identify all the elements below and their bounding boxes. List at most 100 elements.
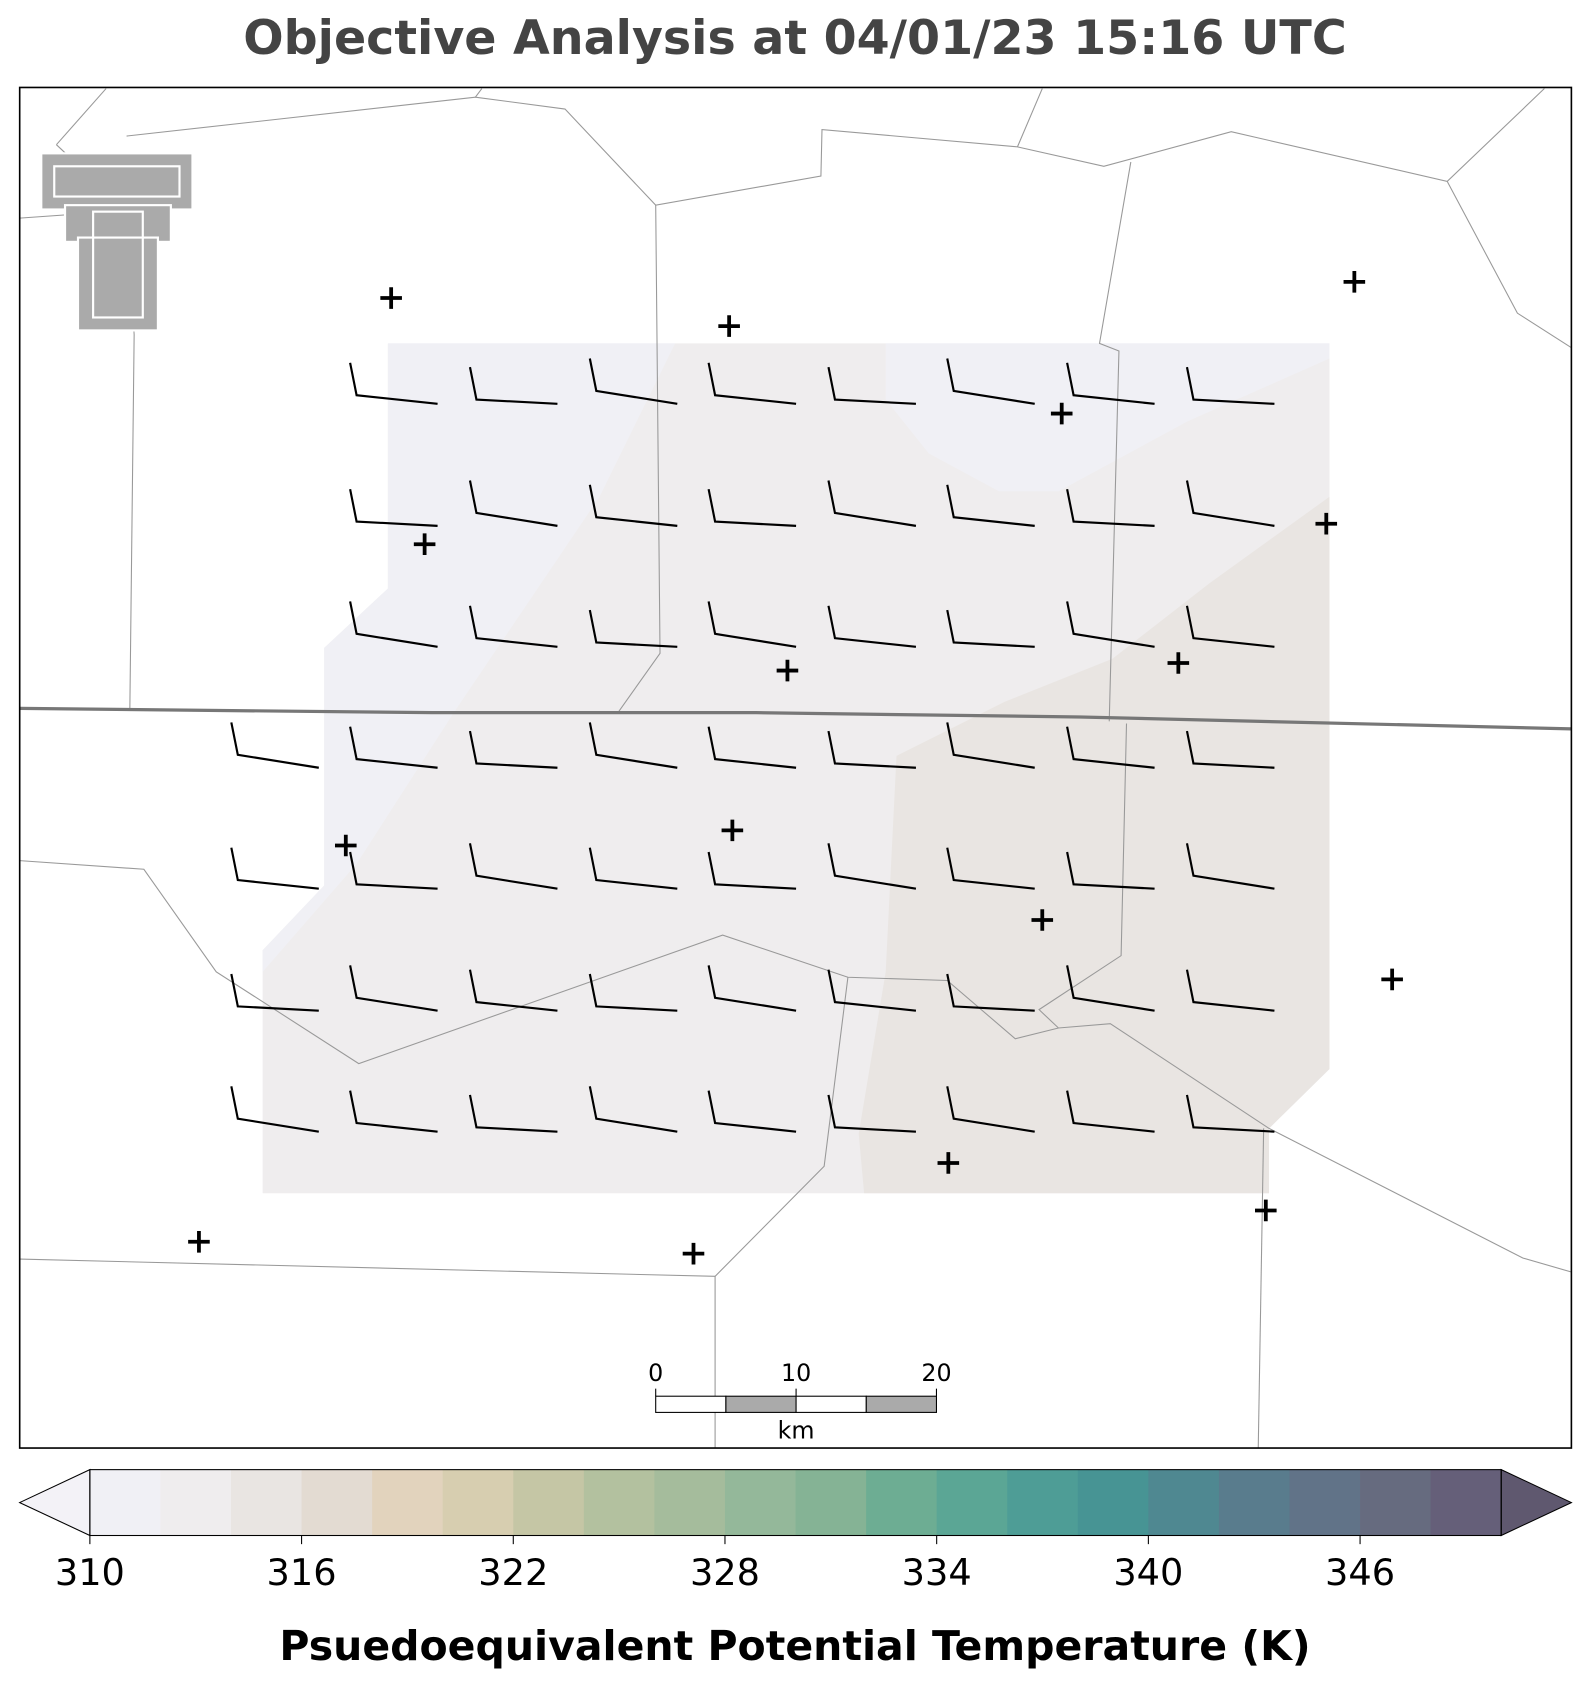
colorbar-extend <box>1500 1468 1573 1537</box>
wind-barb <box>468 605 558 648</box>
station-marker <box>718 315 740 337</box>
colorbar-extend <box>18 1468 91 1537</box>
wind-barb <box>707 362 797 405</box>
county-line <box>19 860 1059 1065</box>
colorbar-box <box>513 1469 585 1536</box>
station-marker <box>1315 512 1338 535</box>
wind-barb <box>468 969 558 1012</box>
colorbar-box <box>1218 1469 1291 1536</box>
county-line <box>1257 1128 1265 1449</box>
station-marker <box>1167 652 1190 674</box>
station-marker <box>380 287 402 309</box>
colorbar-tick-label: 322 <box>478 1551 548 1594</box>
station-marker <box>1050 402 1073 425</box>
scale-unit: km <box>778 1416 815 1444</box>
wind-barb <box>707 1090 797 1133</box>
wind-barb <box>1185 605 1275 648</box>
colorbar-box <box>724 1469 797 1536</box>
wind-barb <box>349 362 438 405</box>
wind-barb <box>588 1086 678 1133</box>
wind-barb <box>1066 601 1155 648</box>
scale-label: 10 <box>781 1359 811 1387</box>
wind-barb <box>1185 480 1275 527</box>
wind-barb <box>827 1094 916 1133</box>
colorbar-box <box>1148 1469 1220 1536</box>
station-marker <box>776 659 799 682</box>
wind-barb <box>588 973 678 1012</box>
wind-barb <box>707 601 797 648</box>
colorbar-box <box>1007 1469 1079 1536</box>
wind-barbs <box>230 358 1275 1133</box>
wind-barb <box>946 484 1035 527</box>
wind-barb <box>349 601 438 648</box>
county-line <box>714 977 849 1449</box>
map-frame <box>18 86 1573 1449</box>
wind-barb <box>588 722 678 769</box>
county-line <box>1038 723 1572 1273</box>
wind-barb <box>707 851 797 890</box>
station-marker <box>1381 968 1403 991</box>
stations <box>188 271 1403 1265</box>
wind-barb <box>468 1094 558 1133</box>
colorbar-box <box>89 1469 161 1536</box>
wind-barb <box>349 965 438 1012</box>
colorbar-box <box>442 1469 514 1536</box>
wind-barb <box>230 973 319 1012</box>
station-marker <box>413 533 436 556</box>
wind-barb <box>230 1086 319 1133</box>
wind-barb <box>946 358 1035 405</box>
station-marker <box>682 1242 705 1265</box>
wind-barb <box>707 965 797 1012</box>
scale-label: 20 <box>921 1359 951 1387</box>
scale-segment <box>795 1395 867 1413</box>
wind-barb <box>349 851 438 890</box>
wind-barb <box>230 847 319 890</box>
wind-barb <box>588 358 678 405</box>
scale-label: 0 <box>648 1359 663 1387</box>
wind-barb <box>468 366 558 405</box>
wind-barb <box>468 480 558 527</box>
map-area: 0 10 20 km <box>18 86 1573 1449</box>
wind-barb <box>827 605 917 648</box>
wind-barb <box>707 488 797 527</box>
wind-barb <box>1185 969 1275 1012</box>
wind-barb <box>230 722 319 769</box>
analysis-field <box>858 496 1330 1194</box>
colorbar-box <box>1077 1469 1149 1536</box>
logo <box>40 152 194 332</box>
wind-barb <box>1185 366 1275 405</box>
wind-barb <box>349 488 438 527</box>
scale-bar: 0 10 20 km <box>648 1359 951 1444</box>
wind-barb <box>1066 1090 1155 1133</box>
colorbar-box <box>795 1469 867 1536</box>
wind-barb <box>1185 1094 1275 1133</box>
wind-barb <box>707 726 797 769</box>
colorbar-tick-label: 316 <box>267 1551 337 1594</box>
colorbar: 310 316 322 328 334 340 346 <box>18 1468 1573 1594</box>
wind-barb <box>349 726 438 769</box>
station-marker <box>334 834 357 857</box>
scale-segment <box>655 1395 727 1413</box>
wind-barb <box>588 609 678 648</box>
scale-segment <box>725 1395 797 1413</box>
analysis-field <box>262 343 676 972</box>
state-border <box>19 706 1572 731</box>
analysis-field <box>885 343 1330 492</box>
wind-barb <box>349 1090 438 1133</box>
colorbar-box <box>654 1469 726 1536</box>
wind-barb <box>827 480 917 527</box>
wind-barb <box>946 973 1035 1012</box>
colorbar-box <box>231 1469 303 1536</box>
wind-barb <box>946 609 1035 648</box>
county-line <box>1098 161 1132 722</box>
wind-barb <box>468 730 558 769</box>
station-marker <box>1255 1199 1277 1222</box>
colorbar-frame <box>89 1469 1502 1537</box>
wind-barb <box>827 843 917 890</box>
wind-barb <box>1066 965 1155 1012</box>
wind-barb <box>946 1086 1035 1133</box>
wind-barb <box>1185 843 1275 890</box>
county-line <box>126 88 1545 206</box>
